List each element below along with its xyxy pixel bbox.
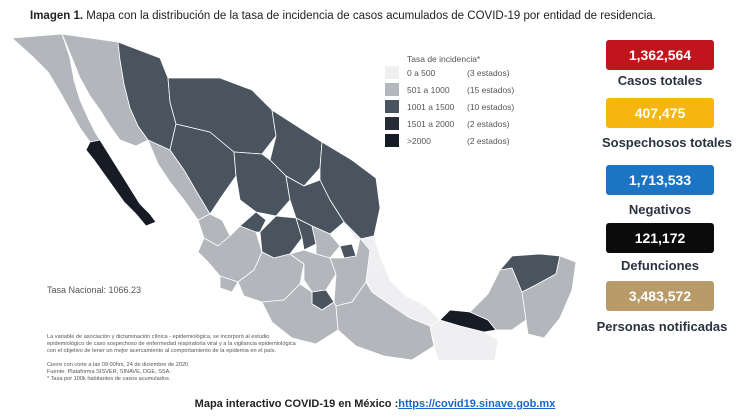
- figure-title: Imagen 1. Mapa con la distribución de la…: [30, 10, 730, 22]
- state-aguascalientes[interactable]: [239, 211, 267, 233]
- legend-range: >2000: [407, 136, 431, 146]
- stat-box-sospechosos-totales: 407,475: [606, 98, 714, 128]
- figure-title-label: Imagen 1.: [30, 10, 84, 22]
- legend-item: 0 a 500 (3 estados): [385, 66, 545, 80]
- footer-text: Mapa interactivo COVID-19 en México :: [194, 398, 399, 410]
- interactive-map-link[interactable]: https://covid19.sinave.gob.mx: [398, 398, 556, 410]
- stat-label: Defunciones: [620, 258, 699, 273]
- legend-item: 501 a 1000 (15 estados): [385, 83, 545, 97]
- state-colima[interactable]: [219, 275, 239, 293]
- legend-item: 1501 a 2000 (2 estados): [385, 117, 545, 131]
- legend-range: 1501 a 2000: [407, 119, 455, 129]
- methodology-note-line: con el objetivo de tener un mejor acerca…: [47, 348, 277, 354]
- footer: Mapa interactivo COVID-19 en México :htt…: [0, 398, 750, 410]
- state-estado-de-mexico[interactable]: [289, 249, 337, 293]
- stat-box-defunciones: 121,172: [606, 223, 714, 253]
- legend-range: 501 a 1000: [407, 85, 450, 95]
- state-zacatecas[interactable]: [233, 151, 291, 217]
- stat-value: 407,475: [634, 105, 686, 121]
- mexico-incidence-map: [11, 33, 577, 360]
- source-note-line: Fuente: Plataforma SISVER, SINAVE, DGE, …: [47, 369, 171, 375]
- legend-count: (2 estados): [467, 119, 510, 129]
- legend-item: >2000 (2 estados): [385, 134, 545, 148]
- legend-swatch: [385, 66, 399, 79]
- stat-value: 121,172: [634, 230, 686, 246]
- cutoff-note-line: Cierre con corte a las 09:00hrs, 24 de d…: [47, 362, 189, 368]
- stat-value: 3,483,572: [628, 288, 692, 304]
- stat-label: Negativos: [628, 202, 692, 217]
- stat-box-personas-notificadas: 3,483,572: [606, 281, 714, 311]
- legend-range: 0 a 500: [407, 68, 436, 78]
- legend-swatch: [385, 134, 399, 147]
- stat-label: Personas notificadas: [596, 319, 728, 334]
- state-guanajuato[interactable]: [259, 215, 303, 259]
- legend-swatch: [385, 83, 399, 96]
- rate-footnote-line: * Tasa por 100k habitantes de casos acum…: [47, 376, 171, 382]
- legend-range: 1001 a 1500: [407, 102, 455, 112]
- stat-value: 1,362,564: [628, 47, 692, 63]
- legend-count: (3 estados): [467, 68, 510, 78]
- stat-label: Casos totales: [617, 73, 703, 88]
- state-queretaro[interactable]: [295, 217, 317, 251]
- stat-box-casos-totales: 1,362,564: [606, 40, 714, 70]
- methodology-note-line: epidemiológico de caso sospechoso de enf…: [47, 341, 296, 347]
- stat-label: Sospechosos totales: [601, 135, 733, 150]
- legend-count: (10 estados): [467, 102, 515, 112]
- state-guerrero[interactable]: [261, 283, 339, 345]
- state-baja-california-sur[interactable]: [85, 139, 157, 227]
- state-quintana-roo[interactable]: [521, 255, 577, 339]
- legend-count: (2 estados): [467, 136, 510, 146]
- legend-swatch: [385, 117, 399, 130]
- legend-item: 1001 a 1500 (10 estados): [385, 100, 545, 114]
- stat-value: 1,713,533: [628, 172, 692, 188]
- figure-title-text: Mapa con la distribución de la tasa de i…: [83, 10, 656, 22]
- legend-swatch: [385, 100, 399, 113]
- stat-box-negativos: 1,713,533: [606, 165, 714, 195]
- national-rate: Tasa Nacional: 1066.23: [47, 285, 142, 295]
- methodology-note-line: La variable de asociación y dictaminació…: [47, 334, 270, 340]
- legend-title: Tasa de incidencia*: [407, 54, 481, 64]
- state-tlaxcala[interactable]: [339, 243, 357, 259]
- legend-count: (15 estados): [467, 85, 515, 95]
